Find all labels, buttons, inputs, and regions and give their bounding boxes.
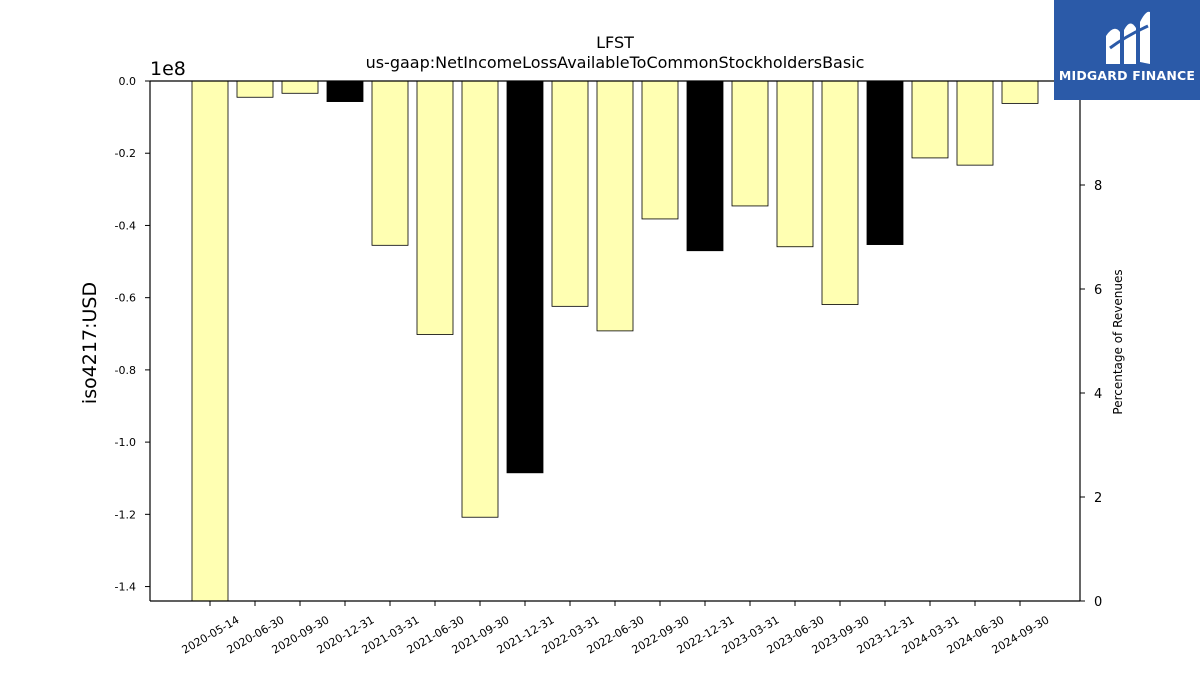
y-tick-label: -0.4 xyxy=(115,219,136,232)
bar-2022-09-30 xyxy=(641,80,679,220)
bar-2024-06-30 xyxy=(956,80,994,166)
y2-tick-label: 8 xyxy=(1094,179,1102,194)
bar-2023-12-31 xyxy=(866,80,904,245)
y-offset-label: 1e8 xyxy=(150,58,186,80)
bar-2021-12-31 xyxy=(506,80,544,474)
midgard-finance-logo: MIDGARD FINANCE xyxy=(1054,0,1200,100)
y-tick-label: -1.0 xyxy=(115,436,136,449)
chart-title: LFST xyxy=(596,33,634,52)
y-tick-label: -0.2 xyxy=(115,147,136,160)
y-axis-label: iso4217:USD xyxy=(79,282,101,404)
bar-2021-09-30 xyxy=(461,80,499,518)
bar-2022-03-31 xyxy=(551,80,589,307)
x-axis-ticks: 2020-05-142020-06-302020-09-302020-12-31… xyxy=(180,601,1052,657)
y-tick-label: -0.6 xyxy=(115,292,136,305)
y-axis-ticks: 0.0 -0.2 -0.4 -0.6 -0.8 -1.0 -1.2 -1.4 xyxy=(115,75,150,594)
bar-2023-03-31 xyxy=(731,80,769,207)
bar-2022-12-31 xyxy=(686,80,724,252)
y-tick-label: 0.0 xyxy=(119,75,137,88)
bar-2021-03-31 xyxy=(371,80,409,246)
y-tick-label: -0.8 xyxy=(115,364,136,377)
y2-tick-label: 4 xyxy=(1094,387,1102,402)
y2-axis-ticks: 0 2 4 6 8 xyxy=(1080,179,1102,610)
y2-axis-label: Percentage of Revenues xyxy=(1111,269,1125,414)
y-tick-label: -1.4 xyxy=(115,581,136,594)
logo-mark-icon xyxy=(1106,11,1150,64)
bars-group xyxy=(191,80,1039,602)
bar-2022-06-30 xyxy=(596,80,634,332)
bar-2020-06-30 xyxy=(236,80,274,98)
y2-tick-label: 2 xyxy=(1094,491,1102,506)
bar-2020-05-14 xyxy=(191,80,229,602)
bar-2023-09-30 xyxy=(821,80,859,305)
bar-2020-12-31 xyxy=(326,80,364,102)
logo-text: MIDGARD FINANCE xyxy=(1058,68,1196,83)
bar-2023-06-30 xyxy=(776,80,814,248)
y2-tick-label: 0 xyxy=(1094,595,1102,610)
bar-2024-09-30 xyxy=(1001,80,1039,104)
y-tick-label: -1.2 xyxy=(115,508,136,521)
y2-tick-label: 6 xyxy=(1094,283,1102,298)
bar-2021-06-30 xyxy=(416,80,454,335)
bar-2020-09-30 xyxy=(281,80,319,94)
chart-subtitle: us-gaap:NetIncomeLossAvailableToCommonSt… xyxy=(366,53,865,72)
bar-2024-03-31 xyxy=(911,80,949,159)
